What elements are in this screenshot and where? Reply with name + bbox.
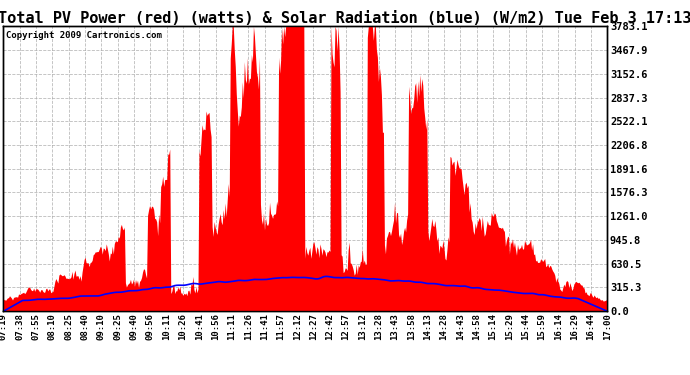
Text: Copyright 2009 Cartronics.com: Copyright 2009 Cartronics.com [6,30,162,39]
Text: Total PV Power (red) (watts) & Solar Radiation (blue) (W/m2) Tue Feb 3 17:13: Total PV Power (red) (watts) & Solar Rad… [0,11,690,26]
